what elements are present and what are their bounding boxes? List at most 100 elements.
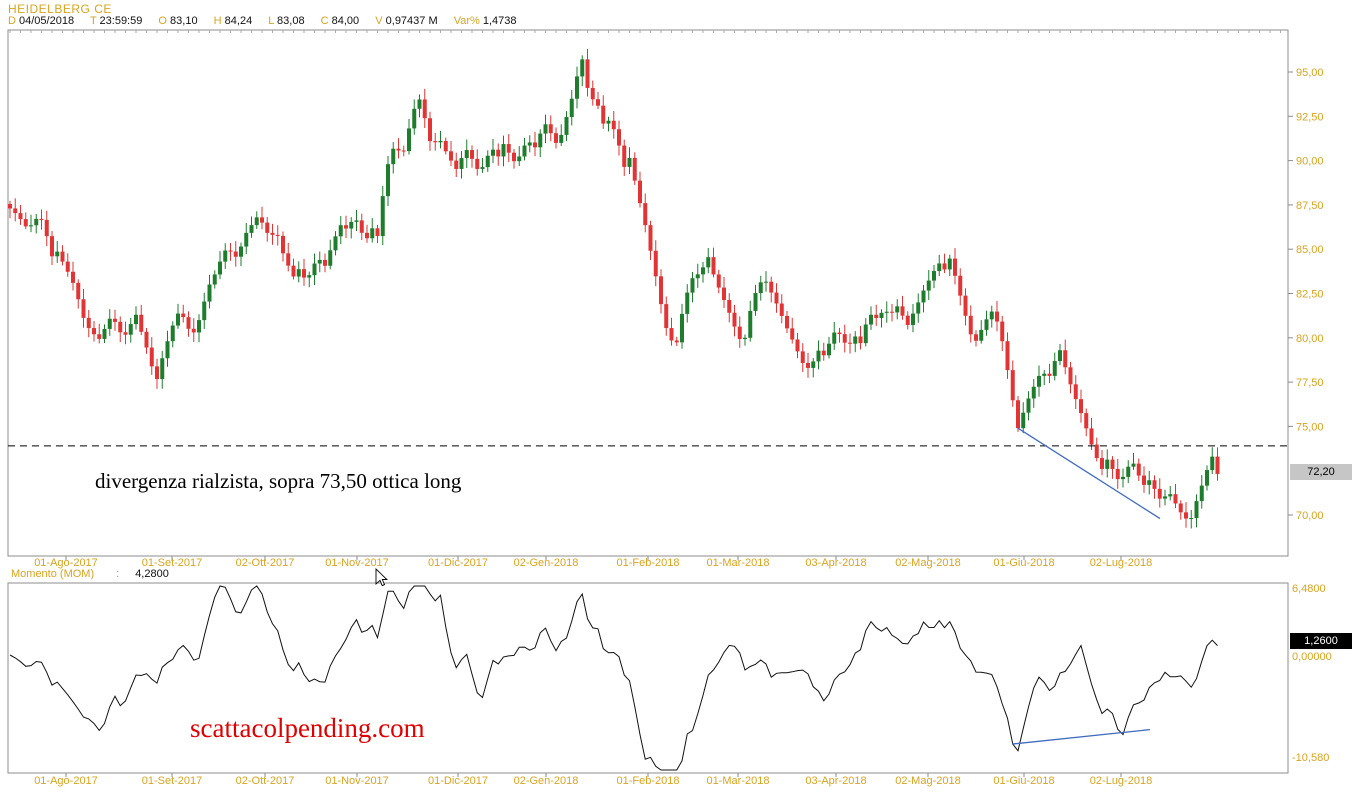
candle-body (1005, 341, 1010, 371)
price-tick-label: 80,00 (1296, 333, 1324, 345)
middle-date-axis: 01-Ago-2017 01-Set-2017 02-Ott-2017 01-Nov-… (34, 556, 1152, 569)
candle-body (853, 336, 858, 344)
date-label: 01-Dic-2017 (428, 775, 488, 787)
date-label: 02-Ott-2017 (236, 775, 295, 787)
momentum-trendline (1011, 728, 1151, 745)
field-low: L 83,08 (268, 15, 305, 27)
candle-body (128, 324, 133, 335)
candle-body (779, 303, 784, 316)
candle-body (50, 236, 54, 257)
candle-body (139, 314, 144, 332)
field-time: T 23:59:59 (89, 15, 143, 27)
candle-body (989, 311, 994, 320)
candle-body (296, 269, 301, 277)
candle-body (1173, 494, 1178, 504)
candle-body (65, 261, 70, 272)
candle-body (1021, 412, 1026, 429)
price-panel[interactable] (7, 29, 1289, 557)
candle-body (538, 133, 543, 148)
candle-body (1010, 370, 1015, 401)
candle-body (1063, 350, 1068, 368)
candle-body (475, 158, 480, 169)
candle-body (302, 269, 306, 278)
candle-body (643, 203, 648, 226)
candle-body (375, 228, 380, 237)
candle-body (585, 59, 590, 88)
field-var-pct: Var% 1,4738 (453, 15, 517, 27)
candle-body (522, 145, 527, 157)
candle-body (181, 313, 186, 318)
candle-body (921, 290, 926, 303)
candle-body (601, 105, 606, 124)
candle-body (228, 250, 233, 252)
candle-body (291, 265, 296, 277)
candle-body (811, 361, 816, 368)
price-tick-label: 70,00 (1296, 510, 1324, 522)
candle-body (44, 219, 49, 237)
candle-body (900, 306, 905, 316)
candle-body (149, 347, 154, 367)
candle-body (365, 232, 369, 239)
candle-body (338, 225, 343, 237)
momentum-line (9, 585, 1218, 771)
candle-body (312, 263, 317, 276)
mouse-cursor-icon (375, 567, 389, 587)
chart-annotation: divergenza rialzista, sopra 73,50 ottica… (95, 469, 462, 493)
candle-body (512, 152, 516, 162)
candle-body (874, 314, 879, 319)
candle-body (953, 258, 957, 276)
candle-body (879, 312, 884, 319)
candle-body (727, 299, 732, 313)
momentum-axis-label: 6,4800 (1292, 583, 1326, 595)
candlestick-series (8, 48, 1220, 529)
candle-body (1152, 480, 1157, 489)
candle-body (527, 142, 532, 146)
date-label: 02-Lug-2018 (1090, 557, 1152, 569)
candle-body (433, 141, 438, 143)
candle-body (23, 219, 28, 227)
candle-body (774, 292, 779, 304)
candle-body (265, 222, 270, 233)
candle-body (1000, 321, 1005, 342)
candle-body (848, 342, 852, 344)
candle-body (1089, 428, 1094, 445)
momentum-panel[interactable] (7, 582, 1289, 774)
price-tick-label: 82,50 (1296, 289, 1324, 301)
candle-body (653, 250, 658, 277)
date-label: 02-Mag-2018 (895, 557, 960, 569)
price-tick-label: 75,00 (1296, 421, 1324, 433)
candle-body (1121, 476, 1125, 480)
candle-body (8, 204, 12, 209)
candle-body (627, 157, 632, 167)
candle-body (963, 295, 968, 316)
candle-body (580, 59, 585, 77)
candle-body (722, 287, 726, 300)
price-axis: 95,00 92,50 90,00 87,50 85,00 82,50 80,00 77,50… (1288, 67, 1324, 522)
candle-body (1058, 350, 1062, 362)
candle-body (401, 150, 406, 152)
candle-body (984, 319, 989, 330)
candle-body (748, 310, 753, 338)
candle-body (1016, 400, 1020, 429)
date-label: 02-Gen-2018 (514, 775, 579, 787)
candle-body (323, 259, 327, 266)
candle-body (407, 128, 411, 152)
candle-body (543, 124, 548, 134)
candle-body (827, 343, 831, 356)
candle-body (218, 261, 222, 275)
candle-body (1073, 384, 1078, 400)
candle-body (869, 314, 873, 325)
price-tick-label: 85,00 (1296, 244, 1324, 256)
date-label: 01-Set-2017 (142, 557, 203, 569)
candle-body (1168, 494, 1173, 497)
candle-body (680, 313, 684, 343)
candle-body (260, 217, 264, 223)
candle-body (1100, 458, 1104, 469)
candle-body (270, 232, 275, 235)
candle-body (13, 208, 18, 214)
candle-body (470, 150, 474, 159)
date-label: 01-Nov-2017 (325, 557, 389, 569)
momentum-axis-label: -10,580 (1292, 752, 1329, 764)
momentum-separator: : (116, 568, 120, 580)
